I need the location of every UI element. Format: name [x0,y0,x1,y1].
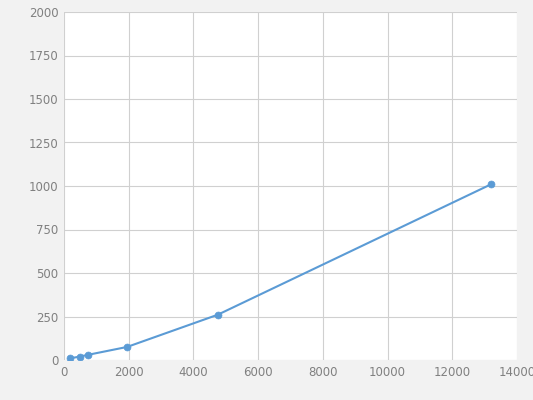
Point [123,344,131,350]
Point [213,312,222,318]
Point [76,353,84,360]
Point [66,355,75,362]
Point [487,181,495,188]
Point [84,352,93,358]
